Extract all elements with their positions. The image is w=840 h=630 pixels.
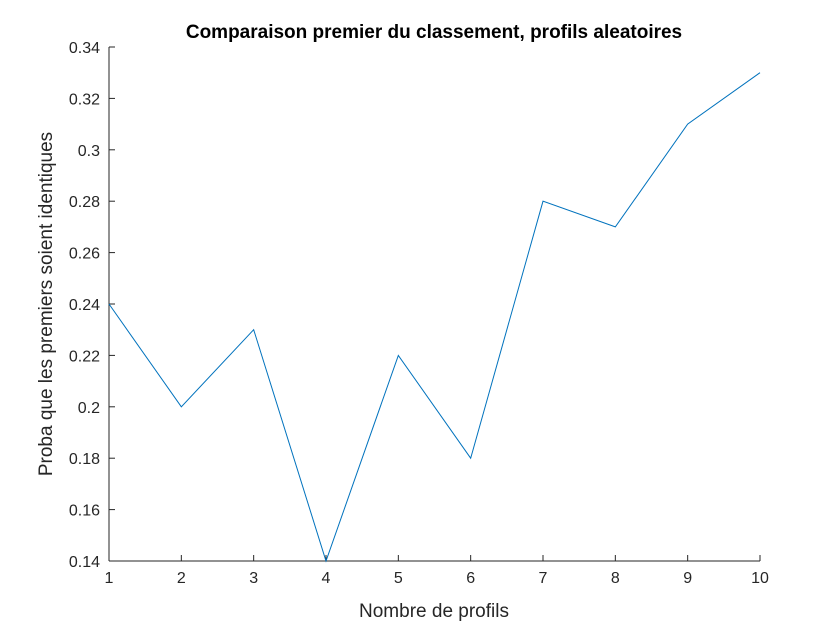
series-line — [108, 72, 761, 563]
ticks: 1 2 3 4 5 6 7 8 9 10 0.14 0.16 0.18 0.2 0.22 0.24 0.26 0.… — [69, 40, 769, 587]
y-tick-label: 0.2 — [78, 400, 100, 417]
y-tick-label: 0.22 — [69, 348, 100, 365]
x-tick-label: 5 — [394, 570, 403, 587]
plot-series — [108, 72, 761, 563]
x-tick-label: 2 — [177, 570, 186, 587]
y-tick-label: 0.34 — [69, 40, 100, 57]
y-tick-label: 0.24 — [69, 297, 100, 314]
x-tick-label: 8 — [611, 570, 620, 587]
axes — [108, 47, 760, 562]
x-tick-label: 6 — [466, 570, 475, 587]
y-tick-label: 0.16 — [69, 503, 100, 520]
x-tick-label: 7 — [539, 570, 548, 587]
x-tick-label: 3 — [249, 570, 258, 587]
x-tick-label: 1 — [105, 570, 114, 587]
x-tick-label: 9 — [683, 570, 692, 587]
y-tick-label: 0.14 — [69, 554, 100, 571]
y-tick-label: 0.3 — [78, 143, 100, 160]
y-tick-label: 0.28 — [69, 194, 100, 211]
y-tick-label: 0.18 — [69, 451, 100, 468]
y-tick-label: 0.32 — [69, 91, 100, 108]
x-tick-label: 10 — [751, 570, 769, 587]
y-tick-label: 0.26 — [69, 246, 100, 263]
chart-title: Comparaison premier du classement, profi… — [186, 22, 682, 43]
y-axis-title: Proba que les premiers soient identiques — [36, 132, 57, 476]
x-tick-label: 4 — [322, 570, 331, 587]
x-axis-title: Nombre de profils — [359, 601, 509, 622]
